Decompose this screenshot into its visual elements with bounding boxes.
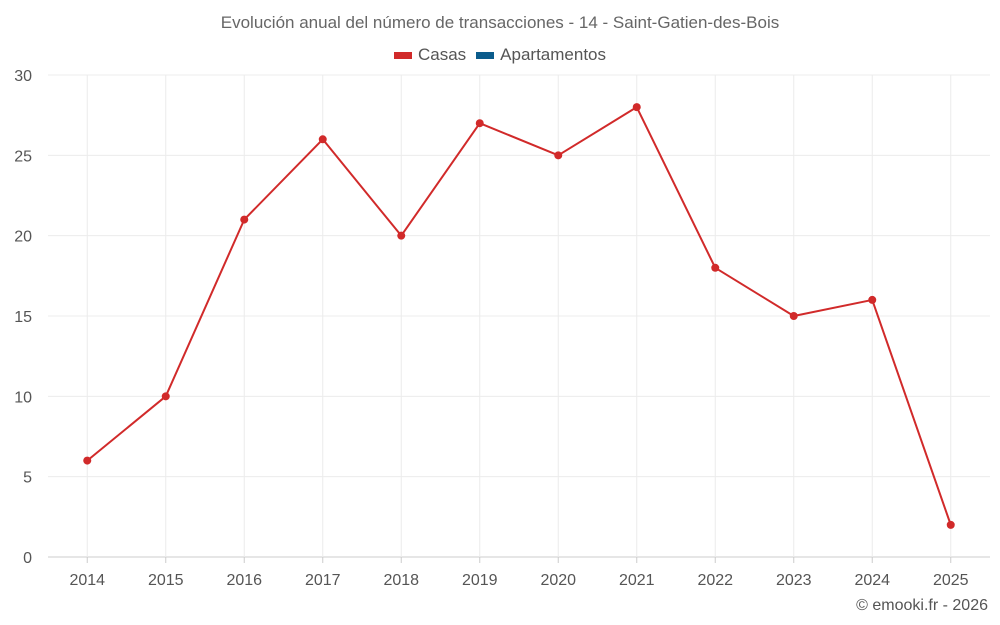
x-tick-label: 2020 [540,572,576,589]
x-tick-label: 2015 [148,572,184,589]
data-point [318,135,327,144]
credit-text: © emooki.fr - 2026 [856,597,988,614]
x-tick-label: 2025 [933,572,969,589]
y-tick-label: 25 [14,148,32,165]
chart-title: Evolución anual del número de transaccio… [220,13,780,32]
data-point [632,103,641,112]
data-point [83,456,92,465]
legend: Casas Apartamentos [0,45,1000,65]
data-point [868,295,877,304]
legend-item-casas[interactable]: Casas [393,45,467,65]
data-point [554,151,563,160]
x-tick-label: 2024 [854,572,890,589]
y-tick-label: 20 [14,229,32,246]
data-point [946,520,955,529]
data-point [475,119,484,128]
series-line-casas [86,106,952,526]
x-tick-label: 2022 [697,572,733,589]
x-tick-label: 2016 [226,572,262,589]
data-point [711,263,720,272]
y-tick-label: 30 [14,68,32,85]
x-tick-label: 2023 [776,572,812,589]
y-tick-label: 15 [14,309,32,326]
data-point [240,215,249,224]
x-tick-label: 2017 [305,572,341,589]
data-point [789,312,798,320]
legend-label-apartamentos: Apartamentos [500,45,607,64]
x-tick-label: 2021 [619,572,655,589]
legend-item-apartamentos[interactable]: Apartamentos [476,45,606,65]
legend-swatch-apartamentos [476,51,495,59]
y-tick-label: 5 [23,470,32,487]
legend-swatch-casas [393,51,412,59]
data-point [161,392,170,401]
y-tick-label: 10 [14,389,32,406]
legend-label-casas: Casas [417,45,467,64]
data-point [397,231,406,240]
x-tick-label: 2019 [462,572,498,589]
y-tick-label: 0 [23,550,32,567]
x-tick-label: 2018 [383,572,419,589]
x-tick-label: 2014 [69,572,105,589]
